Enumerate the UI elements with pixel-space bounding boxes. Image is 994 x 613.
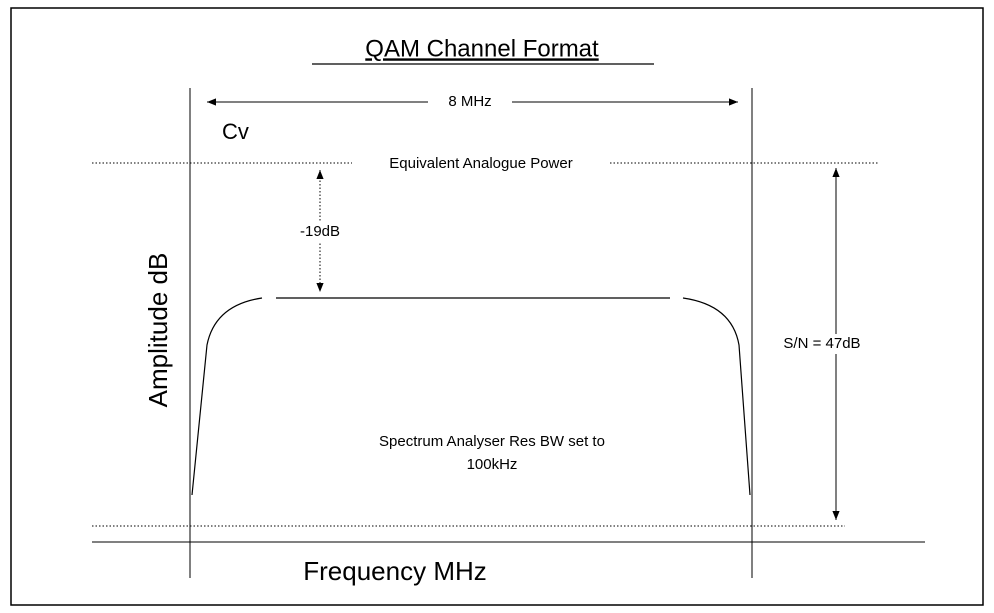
title: QAM Channel Format <box>365 35 599 62</box>
reference-label: Equivalent Analogue Power <box>389 155 572 172</box>
bandwidth-label: 8 MHz <box>448 93 491 110</box>
note-line: Spectrum Analyser Res BW set to <box>379 433 605 450</box>
spectrum-curve <box>191 297 751 496</box>
carrier-label: Cv <box>222 119 249 144</box>
y-axis-label: Amplitude dB <box>143 253 173 408</box>
x-axis-label: Frequency MHz <box>303 556 487 586</box>
label-bg <box>774 334 886 354</box>
snr-label: S/N = 47dB <box>783 335 860 352</box>
label-bg <box>288 222 352 242</box>
offset-label: -19dB <box>300 223 340 240</box>
label-bg <box>352 155 610 173</box>
note-line: 100kHz <box>467 456 518 473</box>
label-bg <box>428 94 512 110</box>
